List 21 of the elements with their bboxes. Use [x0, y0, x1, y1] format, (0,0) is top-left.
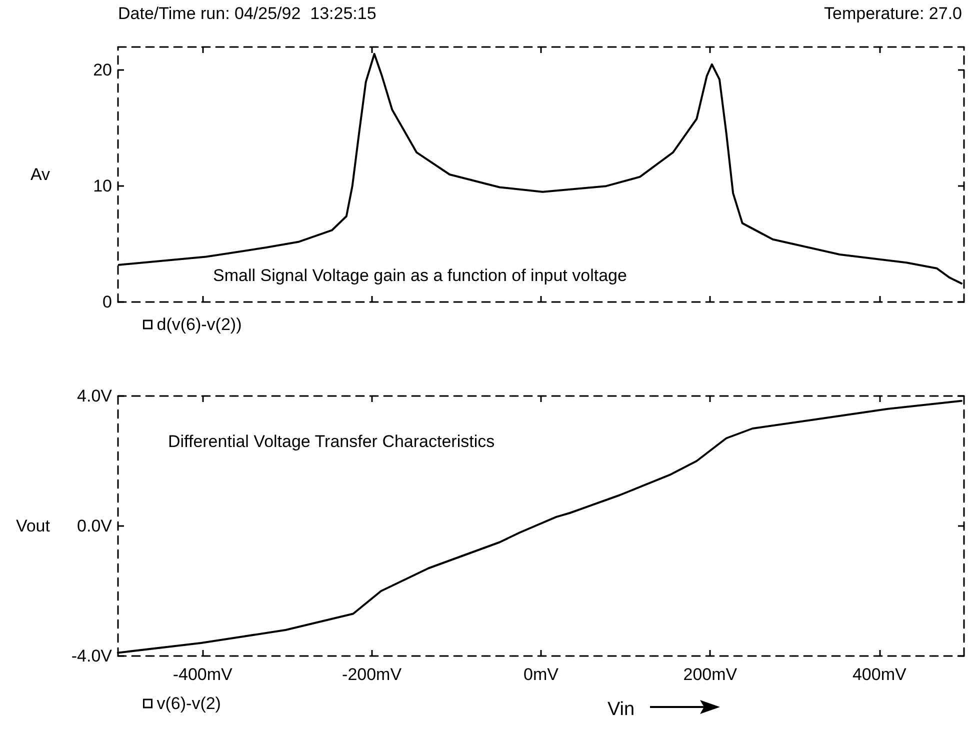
y-tick-label: -4.0V — [71, 646, 113, 666]
x-tick-label: -400mV — [172, 665, 234, 684]
x-tick-label: 400mV — [852, 665, 907, 684]
x-tick-label: 0mV — [524, 665, 560, 684]
y-axis-title: Av — [30, 165, 50, 184]
text: Temperature: 27.0 — [824, 4, 962, 23]
y-tick-label: 0.0V — [77, 516, 113, 536]
y-tick-label: 20 — [93, 60, 112, 80]
y-tick-label: 4.0V — [77, 386, 113, 406]
text: Small Signal Voltage gain as a function of input voltage — [213, 266, 627, 285]
text: Differential Voltage Transfer Characteristics — [168, 432, 495, 451]
legend-label: d(v(6)-v(2)) — [156, 315, 242, 334]
y-tick-label: 10 — [93, 176, 112, 196]
y-axis-title: Vout — [16, 516, 50, 536]
line-series — [117, 400, 962, 654]
x-axis-title: Vin — [607, 699, 635, 720]
legend-label: v(6)-v(2) — [156, 694, 221, 713]
text: Date/Time run: 04/25/92 13:25:15 — [118, 4, 376, 23]
x-tick-label: 200mV — [683, 665, 738, 684]
y-tick-label: 0 — [102, 292, 112, 312]
x-tick-label: -200mV — [342, 665, 402, 684]
